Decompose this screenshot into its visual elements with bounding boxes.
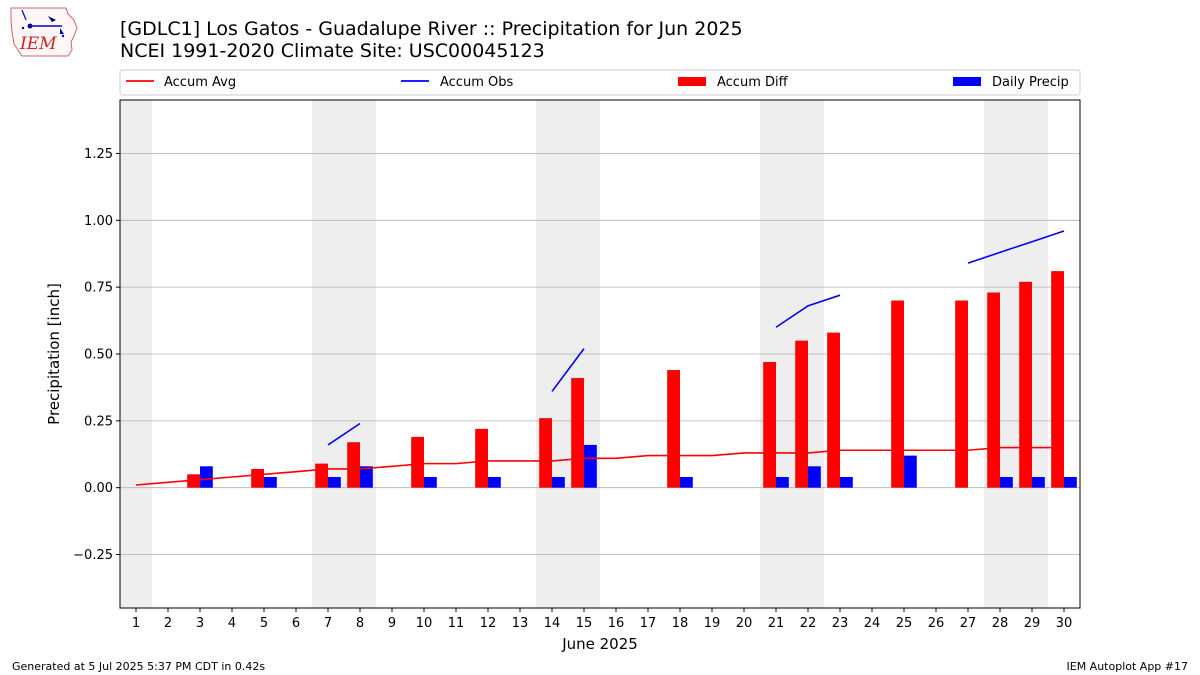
x-tick-label-2: 2: [164, 616, 172, 631]
x-axis-label: June 2025: [561, 635, 638, 653]
legend-label-accum-avg: Accum Avg: [164, 75, 236, 90]
legend: Accum Avg Accum Obs Accum Diff Daily Precip: [119, 69, 1081, 96]
accum-diff-bar-7: [315, 463, 328, 488]
daily-precip-bar-29: [1032, 476, 1045, 488]
x-tick-label-26: 26: [928, 616, 945, 631]
legend-label-accum-obs: Accum Obs: [440, 75, 513, 90]
x-tick-label-30: 30: [1056, 616, 1073, 631]
iem-logo: IEM: [8, 6, 80, 58]
daily-precip-bar-7: [328, 476, 341, 488]
y-tick-label-0: −0.25: [73, 548, 113, 563]
y-tick-label-6: 1.25: [84, 147, 113, 162]
x-tick-label-3: 3: [196, 616, 204, 631]
x-tick-label-6: 6: [292, 616, 300, 631]
legend-swatch-accum-diff: [678, 77, 706, 86]
daily-precip-bar-12: [488, 476, 501, 488]
chart-subtitle: NCEI 1991-2020 Climate Site: USC00045123: [120, 40, 545, 62]
x-tick-label-15: 15: [576, 616, 593, 631]
x-tick-label-20: 20: [736, 616, 753, 631]
x-axis-ticks: 1 2 3 4 5 6 7 8 9 10 11 12 13 14 15 16 17 18 19 20 21 22 23 24 2…: [132, 608, 1072, 631]
daily-precip-bar-25: [904, 455, 917, 488]
legend-label-accum-diff: Accum Diff: [717, 75, 789, 90]
accum-obs-segment-0: [327, 422, 361, 446]
daily-precip-bar-22: [808, 466, 821, 488]
x-tick-label-12: 12: [480, 616, 497, 631]
accum-diff-bar-28: [987, 292, 1000, 488]
daily-precip-bar-5: [264, 476, 277, 488]
accum-diff-bar-18: [667, 370, 680, 488]
y-axis-ticks: −0.25 0.00 0.25 0.50 0.75 1.00 1.25: [73, 147, 120, 563]
accum-diff-bar-5: [251, 468, 264, 488]
daily-precip-bar-23: [840, 476, 853, 488]
accum-diff-bar-29: [1019, 281, 1032, 488]
accum-obs-segment-2: [775, 294, 841, 328]
accum-diff-bar-25: [891, 300, 904, 488]
accum-diff-bar-27: [955, 300, 968, 488]
accum-diff-bar-23: [827, 332, 840, 488]
y-axis-label: Precipitation [inch]: [45, 283, 63, 425]
x-tick-label-24: 24: [864, 616, 881, 631]
x-tick-label-21: 21: [768, 616, 785, 631]
y-tick-label-1: 0.00: [84, 481, 113, 496]
iowa-state-logo-icon: [10, 7, 78, 57]
generated-timestamp: Generated at 5 Jul 2025 5:37 PM CDT in 0…: [12, 660, 266, 673]
daily-precip-bar-14: [552, 476, 565, 488]
legend-frame: [119, 69, 1081, 96]
legend-swatch-daily-precip: [953, 77, 981, 86]
x-tick-label-23: 23: [832, 616, 849, 631]
y-tick-label-3: 0.50: [84, 348, 113, 363]
daily-precip-bar-28: [1000, 476, 1013, 488]
x-tick-label-25: 25: [896, 616, 913, 631]
logo-text: IEM: [20, 34, 57, 54]
x-tick-label-5: 5: [260, 616, 268, 631]
accum-diff-bar-8: [347, 442, 360, 488]
daily-precip-bar-18: [680, 476, 693, 488]
x-tick-label-14: 14: [544, 616, 561, 631]
x-tick-label-4: 4: [228, 616, 236, 631]
daily-precip-bar-8: [360, 466, 373, 488]
x-tick-label-10: 10: [416, 616, 433, 631]
x-tick-label-22: 22: [800, 616, 817, 631]
x-tick-label-19: 19: [704, 616, 721, 631]
x-tick-label-27: 27: [960, 616, 977, 631]
x-tick-label-8: 8: [356, 616, 364, 631]
daily-precip-bar-30: [1064, 476, 1077, 488]
x-tick-label-9: 9: [388, 616, 396, 631]
accum-diff-bar-21: [763, 362, 776, 488]
app-label: IEM Autoplot App #17: [1066, 660, 1189, 673]
accum-diff-bar-12: [475, 428, 488, 488]
x-tick-label-1: 1: [132, 616, 140, 631]
lines: [135, 230, 1065, 486]
x-tick-label-7: 7: [324, 616, 332, 631]
accum-diff-bar-30: [1051, 271, 1064, 488]
x-tick-label-11: 11: [448, 616, 465, 631]
y-tick-label-4: 0.75: [84, 281, 113, 296]
x-tick-label-16: 16: [608, 616, 625, 631]
x-tick-label-29: 29: [1024, 616, 1041, 631]
chart-title: [GDLC1] Los Gatos - Guadalupe River :: P…: [120, 18, 743, 40]
accum-diff-bar-15: [571, 378, 584, 488]
daily-precip-bar-15: [584, 444, 597, 488]
accum-diff-bar-10: [411, 436, 424, 488]
daily-precip-bar-10: [424, 476, 437, 488]
accum-diff-bar-22: [795, 340, 808, 488]
daily-precip-bar-21: [776, 476, 789, 488]
x-tick-label-13: 13: [512, 616, 529, 631]
accum-avg-line: [135, 446, 1064, 486]
daily-precip-bar-3: [200, 466, 213, 488]
y-tick-label-5: 1.00: [84, 214, 113, 229]
accum-diff-bar-14: [539, 418, 552, 488]
x-tick-label-28: 28: [992, 616, 1009, 631]
x-tick-label-18: 18: [672, 616, 689, 631]
y-tick-label-2: 0.25: [84, 414, 113, 429]
accum-obs-segment-1: [551, 348, 585, 392]
accum-obs-segment-3: [967, 230, 1065, 264]
x-tick-label-17: 17: [640, 616, 657, 631]
legend-label-daily-precip: Daily Precip: [992, 75, 1069, 90]
gridlines: [120, 153, 1080, 555]
